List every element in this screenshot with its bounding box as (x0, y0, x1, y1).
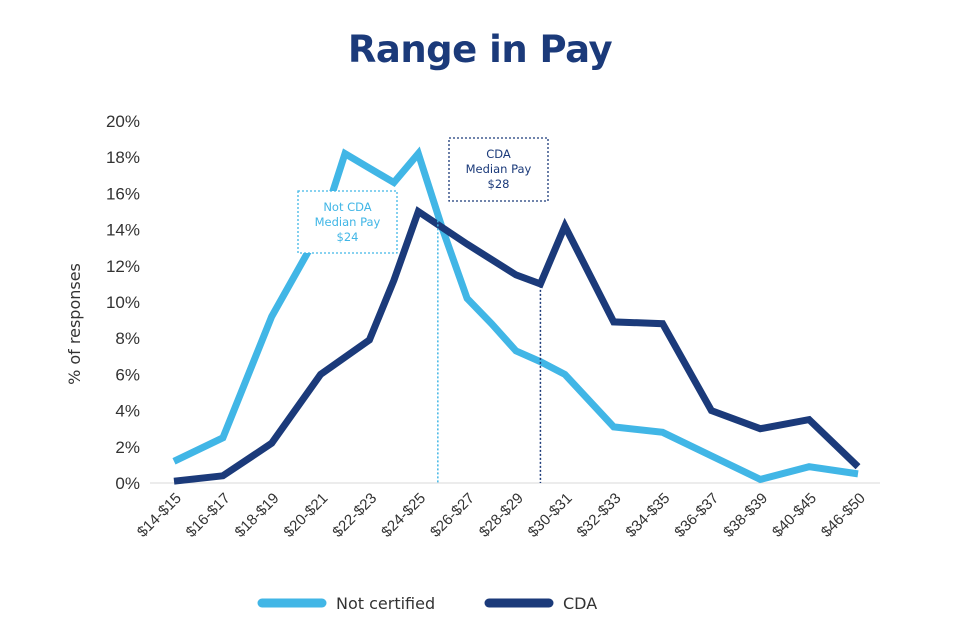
legend: Not certified CDA (257, 594, 597, 613)
y-tick-label: 10% (106, 293, 140, 312)
x-tick-label: $24-$25 (378, 490, 429, 541)
median-annotation-text: Median Pay (315, 215, 381, 229)
chart-title: Range in Pay (347, 28, 613, 71)
x-tick-label: $26-$27 (427, 490, 478, 541)
median-annotation-box (448, 137, 549, 202)
median-annotation-text: Not CDA (323, 200, 371, 214)
series-line-cda (173, 206, 861, 485)
x-tick-label: $28-$29 (476, 490, 527, 541)
x-tick-label: $20-$21 (280, 490, 331, 541)
y-tick-label: 12% (106, 257, 140, 276)
y-axis-title: % of responses (65, 263, 84, 385)
median-annotation-text: $28 (488, 177, 510, 191)
x-tick-label: $46-$50 (818, 490, 869, 541)
y-tick-label: 20% (106, 112, 140, 131)
x-tick-label: $16-$17 (183, 490, 234, 541)
median-annotation-text: Median Pay (466, 162, 532, 176)
x-tick-label: $34-$35 (622, 490, 673, 541)
y-tick-label: 8% (115, 329, 140, 348)
y-tick-label: 14% (106, 221, 140, 240)
x-tick-label: $18-$19 (232, 490, 283, 541)
legend-label: Not certified (336, 594, 435, 613)
y-tick-label: 0% (115, 474, 140, 493)
median-annotation-text: CDA (486, 147, 511, 161)
y-tick-label: 6% (115, 365, 140, 384)
y-tick-label: 2% (115, 438, 140, 457)
x-tick-label: $40-$45 (769, 490, 820, 541)
x-tick-label: $22-$23 (329, 490, 380, 541)
median-annotation-text: $24 (337, 230, 359, 244)
y-tick-label: 16% (106, 184, 140, 203)
y-tick-label: 4% (115, 402, 140, 421)
x-tick-label: $36-$37 (671, 490, 722, 541)
median-annotation-box (297, 190, 398, 254)
x-tick-label: $30-$31 (525, 490, 576, 541)
legend-label: CDA (563, 594, 597, 613)
x-tick-label: $32-$33 (574, 490, 625, 541)
x-tick-label: $14-$15 (134, 490, 185, 541)
y-tick-label: 18% (106, 148, 140, 167)
x-tick-label: $38-$39 (720, 490, 771, 541)
